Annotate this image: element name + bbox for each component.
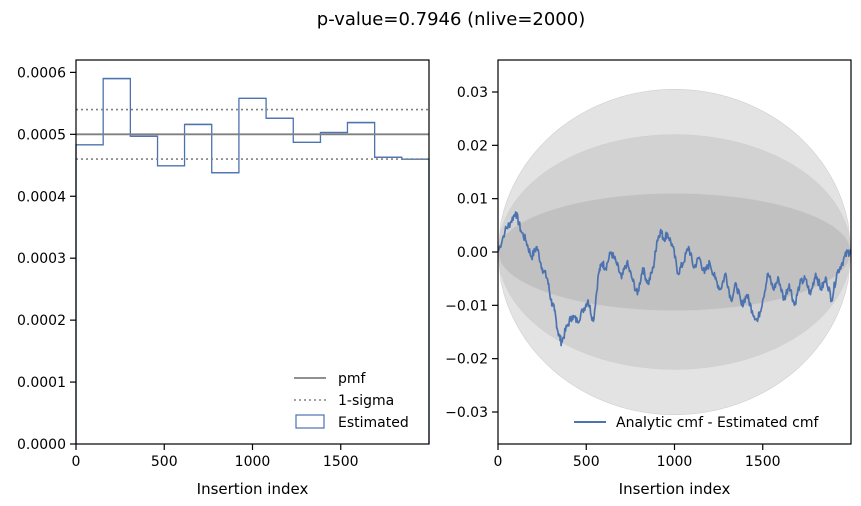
right-xtick-label: 500 [573,454,600,470]
left-xtick-label: 1000 [235,454,271,470]
left-xtick-label: 500 [151,454,178,470]
left-plot-area [75,77,430,444]
left-ytick-label: 0.0000 [17,437,66,453]
left-y-ticks: 0.0000 0.0001 0.0002 0.0003 0.0004 0.0005 0.00… [17,65,76,453]
right-ytick-label: 0.02 [457,138,488,154]
right-xtick-label: 0 [494,454,503,470]
right-y-ticks: −0.03 −0.02 −0.01 0.00 0.01 0.02 0.03 [445,85,498,421]
left-ytick-label: 0.0003 [17,251,66,267]
legend-sigma-label: 1-sigma [338,393,394,409]
right-ytick-label: 0.03 [457,85,488,101]
right-ytick-label: 0.00 [457,245,488,261]
left-xtick-label: 1500 [323,454,359,470]
legend-estimated-label: Estimated [338,415,409,431]
legend-estimated-swatch [295,414,325,429]
estimated-histogram-outline [75,77,430,444]
left-ytick-label: 0.0001 [17,375,66,391]
right-ytick-label: −0.01 [445,298,488,314]
right-xtick-label: 1500 [745,454,781,470]
legend-cmf-diff-label: Analytic cmf - Estimated cmf [616,415,819,431]
right-cmf-panel: 0 500 1000 1500 −0.03 −0.02 −0.01 0.00 0.01 0.02… [445,59,852,498]
right-x-ticks: 0 500 1000 1500 [494,444,781,470]
right-legend: Analytic cmf - Estimated cmf [574,415,819,431]
left-ytick-label: 0.0002 [17,313,66,329]
right-xtick-label: 1000 [657,454,693,470]
right-x-axis-label: Insertion index [619,480,731,498]
left-x-ticks: 0 500 1000 1500 [72,444,359,470]
left-ytick-label: 0.0004 [17,189,66,205]
left-xtick-label: 0 [72,454,81,470]
cmf-difference-line [498,211,851,347]
left-ytick-label: 0.0006 [17,65,66,81]
left-ytick-label: 0.0005 [17,127,66,143]
right-ytick-label: −0.03 [445,405,488,421]
right-ytick-label: 0.01 [457,192,488,208]
right-plot-area [498,89,851,415]
right-ytick-label: −0.02 [445,352,488,368]
legend-pmf-label: pmf [338,371,367,387]
left-histogram-panel: 0 500 1000 1500 0.00000.00010.00020.00030.0… [17,59,430,498]
left-axes-frame [75,59,430,445]
left-legend: pmf 1-sigma Estimated [294,371,409,431]
figure-title: p-value=0.7946 (nlive=2000) [317,9,585,30]
left-x-axis-label: Insertion index [197,480,309,498]
